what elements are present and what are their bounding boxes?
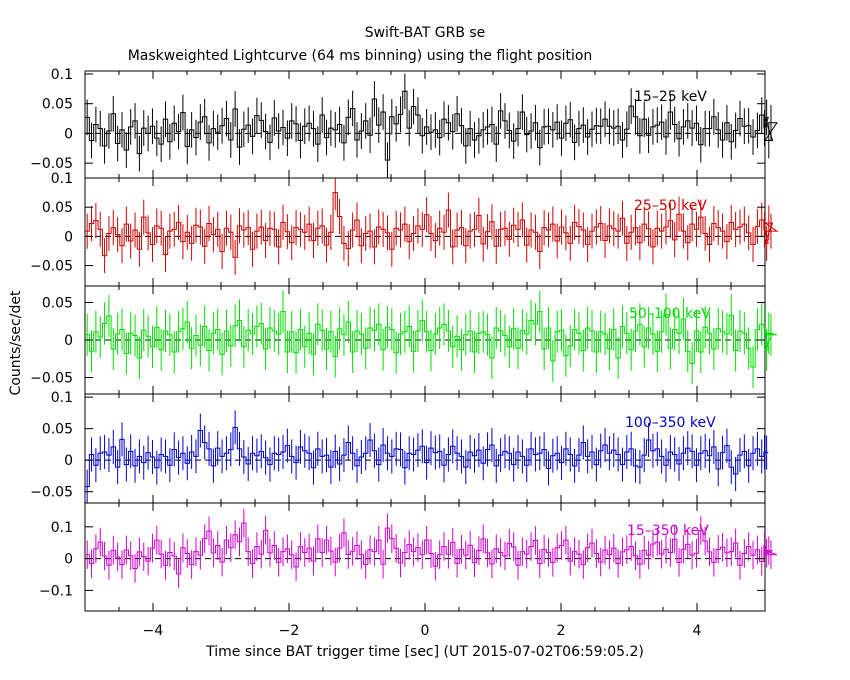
x-tick-label: 0	[421, 623, 430, 639]
energy-band-label: 25–50 keV	[634, 198, 707, 214]
series-line	[85, 311, 778, 368]
y-tick-label: −0.05	[30, 259, 73, 275]
chart-subtitle: Maskweighted Lightcurve (64 ms binning) …	[128, 48, 593, 64]
panel-5: −0.1 0 0.1 15–350 keV	[39, 502, 778, 612]
panel-3: −0.05 0 0.05 50–100 keV	[30, 285, 778, 395]
x-tick-label: 2	[557, 623, 566, 639]
y-tick-label: −0.05	[30, 156, 73, 172]
y-axis-label: Counts/sec/det	[8, 290, 24, 395]
y-tick-label: 0.1	[51, 67, 73, 83]
series-line	[85, 192, 779, 258]
panel-1: −0.05 0 0.05 0.1 15–25 keV	[30, 67, 778, 179]
series-line	[85, 90, 778, 161]
y-tick-label: 0.1	[51, 390, 73, 406]
energy-band-label: 100–350 keV	[625, 415, 716, 431]
energy-band-label: 15–350 keV	[627, 523, 709, 539]
x-tick-label: −2	[279, 623, 300, 639]
y-tick-label: −0.1	[39, 583, 73, 599]
y-tick-label: −0.05	[30, 371, 73, 387]
chart-title: Swift-BAT GRB se	[365, 25, 486, 41]
y-tick-label: 0.05	[42, 200, 73, 216]
x-axis-label: Time since BAT trigger time [sec] (UT 20…	[205, 644, 644, 660]
y-tick-label: 0.05	[42, 422, 73, 438]
y-tick-label: 0.1	[51, 520, 73, 536]
series-line	[85, 426, 769, 488]
panel-4: −0.05 0 0.05 0.1 100–350 keV	[30, 390, 769, 504]
x-tick-label: −4	[143, 623, 164, 639]
panel-2: −0.05 0 0.05 0.1 25–50 keV	[30, 171, 779, 287]
y-tick-label: 0.05	[42, 296, 73, 312]
x-tick-label: 4	[693, 623, 702, 639]
energy-band-label: 50–100 keV	[629, 306, 711, 322]
y-tick-label: 0	[64, 552, 73, 568]
y-tick-label: 0	[64, 453, 73, 469]
y-tick-label: −0.05	[30, 485, 73, 501]
y-tick-label: 0.05	[42, 97, 73, 113]
panels-group: −0.05 0 0.05 0.1 15–25 keV −0.05 0 0.05 0.1 25–50…	[30, 67, 779, 639]
y-tick-label: 0	[64, 333, 73, 349]
series-line	[85, 522, 778, 575]
y-tick-label: 0.1	[51, 171, 73, 187]
y-tick-label: 0	[64, 126, 73, 142]
energy-band-label: 15–25 keV	[634, 89, 707, 105]
y-tick-label: 0	[64, 229, 73, 245]
